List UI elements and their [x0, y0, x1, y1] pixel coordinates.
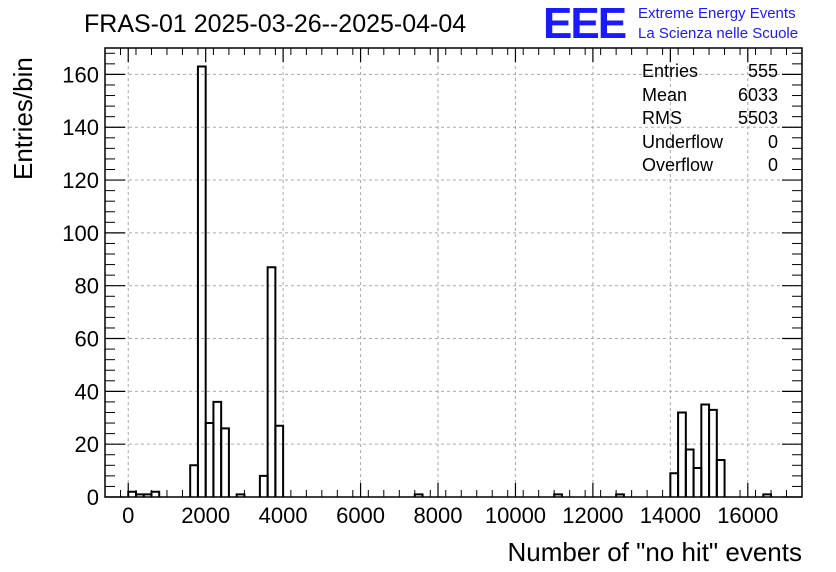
- x-tick-label: 12000: [562, 503, 623, 528]
- logo-caption: Extreme Energy Events La Scienza nelle S…: [638, 4, 798, 44]
- tick-marks: [104, 48, 803, 498]
- histogram-bin: [196, 65, 207, 497]
- tick-labels: 0 2000 4000 6000 8000 10000 12000 14000 16000020…: [62, 62, 778, 528]
- histogram-bin: [274, 424, 285, 497]
- histogram-bin: [700, 403, 711, 497]
- histogram-bin: [708, 408, 718, 497]
- stat-label: Mean: [642, 84, 688, 105]
- y-tick-label: 160: [62, 62, 99, 87]
- histogram-bin: [220, 427, 230, 497]
- x-tick-label: 4000: [259, 503, 308, 528]
- axes: [104, 47, 803, 498]
- chart-title: FRAS-01 2025-03-26--2025-04-04: [84, 10, 467, 38]
- histogram-bin: [204, 422, 215, 497]
- histogram-bin: [150, 490, 161, 497]
- logo-line-1: Extreme Energy Events: [638, 5, 796, 22]
- y-tick-label: 100: [62, 221, 99, 246]
- histogram-bin: [715, 459, 726, 497]
- y-tick-label: 60: [75, 327, 99, 352]
- logo-line-2: La Scienza nelle Scuole: [638, 25, 799, 42]
- histogram-bin: [258, 474, 269, 497]
- stat-label: Entries: [642, 61, 699, 81]
- stat-label: Overflow: [642, 155, 714, 175]
- x-tick-label: 10000: [485, 503, 546, 528]
- y-tick-label: 20: [75, 432, 99, 457]
- stats-box: Entries 555 Mean 6033 RMS 5503 Underflow…: [642, 60, 778, 178]
- y-tick-label: 120: [62, 168, 99, 193]
- histogram-bin: [677, 411, 687, 497]
- histogram-bin: [212, 400, 223, 497]
- histogram-bin: [189, 464, 199, 497]
- x-tick-label: 6000: [336, 503, 385, 528]
- stat-row-overflow: Overflow 0: [642, 154, 778, 178]
- stat-value: 0: [767, 155, 778, 175]
- eee-logo: EEE: [543, 0, 627, 48]
- histogram-bin: [669, 472, 680, 497]
- x-axis-label: Number of "no hit" events: [507, 537, 803, 567]
- y-tick-label: 80: [75, 274, 99, 299]
- y-tick-label: 140: [62, 115, 99, 140]
- stat-value: 0: [767, 131, 778, 152]
- stat-row-underflow: Underflow 0: [642, 131, 778, 155]
- stat-label: RMS: [642, 108, 682, 128]
- y-tick-label: 0: [87, 485, 99, 510]
- x-tick-label: 14000: [640, 503, 701, 528]
- stat-label: Underflow: [642, 131, 724, 152]
- x-tick-label: 16000: [717, 503, 778, 528]
- grid-lines: [105, 48, 802, 497]
- stat-row-rms: RMS 5503: [642, 107, 778, 131]
- stat-value: 555: [747, 61, 778, 81]
- stat-row-mean: Mean 6033: [642, 84, 778, 108]
- stat-value: 5503: [737, 108, 778, 128]
- stat-value: 6033: [737, 84, 778, 105]
- histogram-bin: [266, 266, 277, 497]
- stat-row-entries: Entries 555: [642, 60, 778, 84]
- x-tick-label: 2000: [181, 503, 230, 528]
- histogram-bin: [684, 448, 695, 497]
- plot-frame: [104, 47, 803, 498]
- x-tick-label: 0: [122, 503, 134, 528]
- y-tick-label: 40: [75, 379, 99, 404]
- histogram-bin: [692, 466, 703, 497]
- x-tick-label: 8000: [414, 503, 463, 528]
- histogram-bin: [127, 490, 137, 497]
- y-axis-label: Entries/bin: [8, 57, 38, 180]
